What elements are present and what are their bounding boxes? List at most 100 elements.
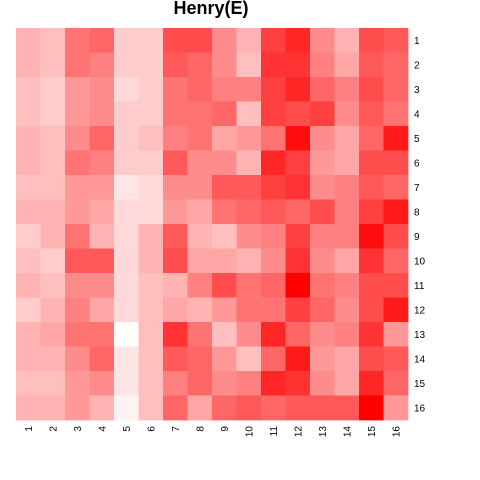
heatmap-cell	[212, 322, 237, 347]
heatmap-cell	[310, 28, 335, 53]
heatmap-cell	[261, 101, 286, 127]
heatmap-cell	[65, 273, 90, 298]
heatmap-cell	[261, 224, 286, 249]
heatmap-cell	[187, 126, 213, 151]
column-tick-label: 15	[367, 426, 378, 438]
heatmap-cell	[163, 224, 188, 249]
heatmap-cell	[114, 395, 139, 421]
heatmap-cell	[138, 371, 164, 396]
heatmap-cell	[212, 101, 237, 127]
heatmap-cell	[65, 101, 90, 127]
heatmap-cell	[261, 297, 286, 323]
heatmap-cell	[65, 126, 90, 151]
heatmap-cell	[114, 297, 139, 323]
heatmap-cell	[138, 199, 164, 225]
heatmap-cell	[261, 273, 286, 298]
heatmap-cell	[16, 175, 41, 200]
heatmap-cell	[40, 150, 66, 176]
heatmap-cell	[383, 273, 409, 298]
heatmap-cell	[40, 346, 66, 372]
heatmap-cell	[114, 199, 139, 225]
heatmap-cell	[285, 199, 311, 225]
heatmap-cell	[334, 297, 360, 323]
heatmap-cell	[16, 248, 41, 274]
heatmap-cell	[212, 395, 237, 421]
row-tick-label: 1	[414, 36, 420, 47]
heatmap-cell	[138, 224, 164, 249]
heatmap-cell	[212, 297, 237, 323]
column-tick-label: 13	[318, 426, 329, 438]
heatmap-cell	[359, 28, 384, 53]
heatmap-cell	[285, 175, 311, 200]
heatmap-cell	[40, 199, 66, 225]
heatmap-cell	[40, 248, 66, 274]
heatmap-cell	[89, 150, 115, 176]
heatmap-cell	[16, 346, 41, 372]
heatmap-cell	[236, 346, 262, 372]
heatmap-cell	[359, 224, 384, 249]
heatmap-cell	[187, 273, 213, 298]
heatmap-cell	[65, 322, 90, 347]
heatmap-cell	[359, 126, 384, 151]
heatmap-cell	[383, 346, 409, 372]
column-tick-label: 6	[146, 426, 157, 432]
heatmap-cell	[16, 371, 41, 396]
heatmap-cell	[89, 52, 115, 78]
heatmap-cell	[89, 297, 115, 323]
heatmap-cell	[65, 371, 90, 396]
heatmap-cell	[236, 126, 262, 151]
column-tick-label: 8	[195, 426, 206, 432]
column-tick-label: 7	[171, 426, 182, 432]
heatmap-cell	[359, 77, 384, 102]
heatmap-cell	[114, 126, 139, 151]
heatmap-cell	[16, 28, 41, 53]
heatmap-cell	[89, 101, 115, 127]
heatmap-cell	[285, 126, 311, 151]
heatmap-cell	[285, 248, 311, 274]
heatmap-cell	[383, 126, 409, 151]
heatmap-cell	[65, 175, 90, 200]
heatmap-cell	[212, 150, 237, 176]
heatmap-cell	[40, 175, 66, 200]
heatmap-cell	[334, 101, 360, 127]
heatmap-cell	[310, 52, 335, 78]
heatmap-cell	[65, 248, 90, 274]
heatmap-cell	[89, 175, 115, 200]
row-tick-label: 6	[414, 158, 420, 169]
heatmap-cell	[236, 77, 262, 102]
heatmap-cell	[163, 322, 188, 347]
row-tick-label: 15	[414, 379, 426, 390]
heatmap-cell	[383, 52, 409, 78]
heatmap-cell	[89, 273, 115, 298]
column-tick-label: 16	[391, 426, 402, 438]
heatmap-cell	[114, 150, 139, 176]
heatmap-cell	[163, 77, 188, 102]
heatmap-cell	[359, 175, 384, 200]
heatmap-cell	[187, 395, 213, 421]
heatmap-cell	[310, 322, 335, 347]
heatmap-cell	[236, 199, 262, 225]
heatmap-cell	[310, 248, 335, 274]
heatmap-cell	[261, 52, 286, 78]
heatmap-cell	[285, 322, 311, 347]
heatmap-cell	[285, 273, 311, 298]
heatmap-cell	[16, 150, 41, 176]
heatmap-cell	[40, 77, 66, 102]
column-tick-label: 11	[269, 426, 280, 437]
heatmap-cell	[114, 175, 139, 200]
heatmap-cell	[334, 77, 360, 102]
column-tick-label: 10	[244, 426, 255, 438]
column-tick-label: 4	[97, 426, 108, 432]
heatmap-cell	[89, 199, 115, 225]
heatmap-cell	[261, 346, 286, 372]
heatmap-cell	[138, 175, 164, 200]
heatmap-cell	[16, 101, 41, 127]
heatmap-cell	[114, 77, 139, 102]
heatmap-cell	[236, 28, 262, 53]
heatmap-cell	[310, 77, 335, 102]
heatmap-cell	[138, 248, 164, 274]
heatmap-cell	[163, 150, 188, 176]
row-tick-label: 3	[414, 85, 420, 96]
heatmap-cell	[383, 224, 409, 249]
